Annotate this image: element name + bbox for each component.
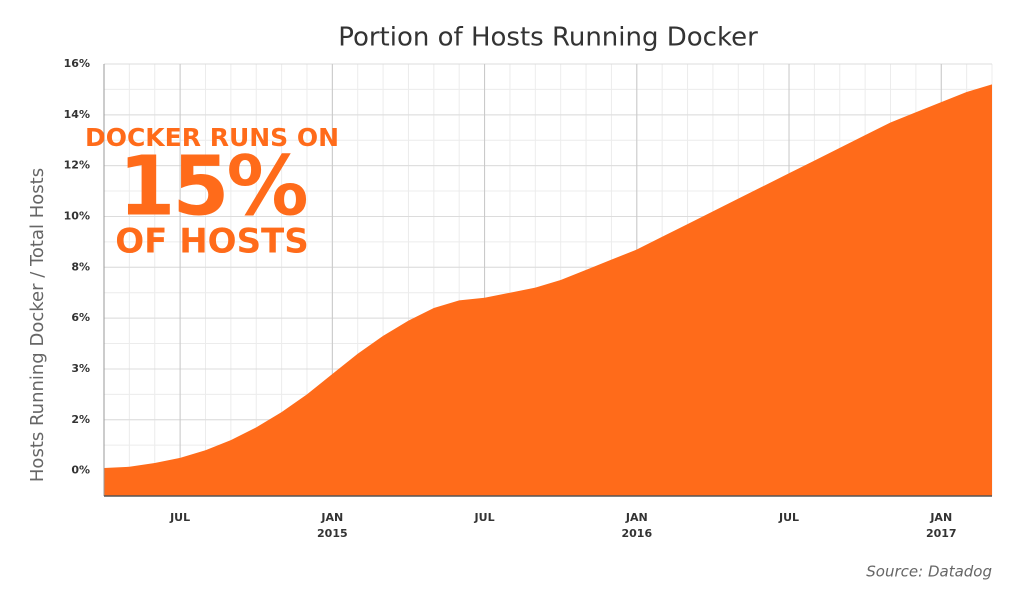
y-axis-label: Hosts Running Docker / Total Hosts bbox=[27, 168, 48, 482]
x-tick-label: JAN bbox=[929, 511, 952, 524]
y-tick-label: 3% bbox=[71, 362, 90, 375]
annotation-line1: DOCKER RUNS ON bbox=[85, 123, 339, 152]
x-tick-label: JUL bbox=[474, 511, 495, 524]
source: Source: Datadog bbox=[866, 563, 992, 581]
y-tick-label: 14% bbox=[64, 108, 90, 121]
area bbox=[104, 84, 992, 497]
x-tick-label: JAN bbox=[320, 511, 343, 524]
x-tick-label: JUL bbox=[778, 511, 799, 524]
annotation-big: 15% bbox=[118, 139, 306, 234]
y-tick-label: 6% bbox=[71, 311, 90, 324]
x-tick-year: 2015 bbox=[317, 527, 348, 540]
y-tick-label: 10% bbox=[64, 209, 90, 222]
x-tick-label: JUL bbox=[169, 511, 190, 524]
x-tick-year: 2016 bbox=[621, 527, 652, 540]
annotation-line3: OF HOSTS bbox=[115, 222, 309, 262]
axes: 0% 2% 3% 6% 8% 10% 12% 14% 16% JUL JAN 2015 JUL JAN 20… bbox=[64, 57, 992, 540]
x-tick-label: JAN bbox=[625, 511, 648, 524]
y-tick-label: 8% bbox=[71, 260, 90, 273]
y-tick-label: 12% bbox=[64, 159, 90, 172]
y-tick-label: 16% bbox=[64, 57, 90, 70]
y-tick-label: 2% bbox=[71, 413, 90, 426]
y-tick-label: 0% bbox=[71, 464, 90, 477]
plot bbox=[104, 84, 992, 497]
chart-title: Portion of Hosts Running Docker bbox=[338, 23, 758, 53]
x-tick-year: 2017 bbox=[926, 527, 957, 540]
